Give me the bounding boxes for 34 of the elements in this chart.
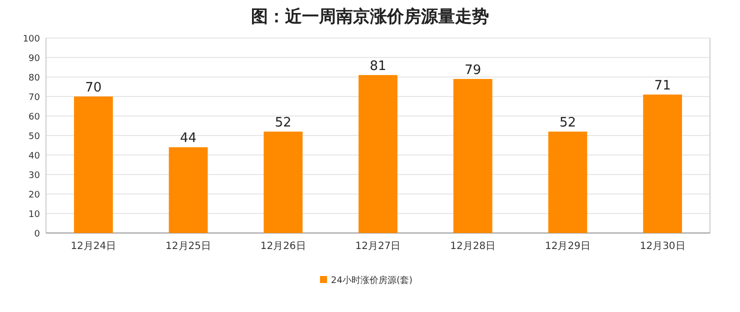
- x-tick-label: 12月25日: [166, 241, 212, 252]
- data-label: 79: [464, 62, 482, 78]
- legend-label: 24小时涨价房源(套): [331, 275, 412, 286]
- bar: [168, 147, 208, 233]
- bar: [548, 132, 588, 233]
- y-tick-label: 70: [28, 93, 40, 103]
- y-tick-label: 20: [28, 190, 40, 200]
- y-tick-label: 50: [28, 132, 40, 142]
- x-tick-label: 12月24日: [70, 241, 116, 252]
- y-tick-label: 90: [28, 54, 40, 64]
- data-label: 81: [370, 59, 386, 74]
- y-tick-label: 100: [22, 34, 40, 44]
- data-label: 70: [85, 80, 102, 96]
- data-label: 52: [559, 116, 576, 131]
- data-label: 44: [180, 131, 197, 146]
- x-tick-label: 12月30日: [640, 241, 686, 252]
- y-tick-label: 30: [28, 171, 40, 181]
- y-tick-label: 80: [28, 74, 40, 84]
- x-tick-label: 12月26日: [260, 241, 306, 252]
- bar: [453, 78, 492, 233]
- data-label: 52: [274, 116, 292, 131]
- x-tick-label: 12月29日: [544, 241, 590, 252]
- y-tick-label: 10: [28, 210, 40, 220]
- bar: [264, 132, 303, 233]
- bar: [358, 75, 398, 233]
- x-tick-label: 12月28日: [450, 241, 496, 252]
- data-label: 71: [654, 78, 671, 94]
- bar: [74, 96, 113, 233]
- x-tick-label: 12月27日: [355, 241, 401, 252]
- chart-title: 图：近一周南京涨价房源量走势: [251, 7, 489, 27]
- y-tick-label: 60: [28, 112, 40, 122]
- y-tick-label: 0: [34, 230, 40, 240]
- bar: [643, 94, 682, 233]
- y-tick-label: 40: [28, 152, 40, 162]
